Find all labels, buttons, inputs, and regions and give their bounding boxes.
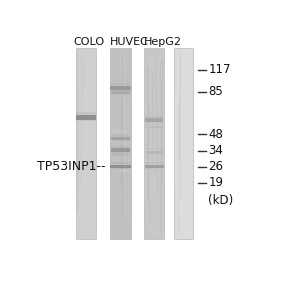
Bar xyxy=(146,126,163,128)
Bar xyxy=(112,155,129,156)
Bar xyxy=(145,167,164,169)
Bar xyxy=(145,162,164,164)
Bar xyxy=(111,148,130,152)
Bar xyxy=(111,146,130,148)
Bar xyxy=(111,139,130,141)
Text: 117: 117 xyxy=(208,64,231,76)
Bar xyxy=(111,130,130,134)
Text: 48: 48 xyxy=(208,128,223,141)
Bar xyxy=(111,89,130,91)
Bar xyxy=(113,169,128,170)
Bar xyxy=(145,116,163,118)
Bar xyxy=(147,169,162,170)
Bar xyxy=(112,152,129,153)
Text: HUVEC: HUVEC xyxy=(110,37,149,47)
Bar xyxy=(111,91,130,94)
Bar xyxy=(110,86,131,90)
Bar xyxy=(146,151,163,154)
Bar xyxy=(146,128,163,129)
Bar xyxy=(110,164,131,168)
Bar xyxy=(147,172,162,173)
Bar xyxy=(110,47,131,239)
Bar xyxy=(111,151,130,153)
Bar xyxy=(111,128,130,130)
Text: COLO: COLO xyxy=(73,37,105,47)
Bar xyxy=(145,121,163,124)
Bar xyxy=(110,89,131,91)
Text: 34: 34 xyxy=(208,144,223,157)
Bar xyxy=(76,118,96,121)
Text: (kD): (kD) xyxy=(208,194,233,206)
Text: HepG2: HepG2 xyxy=(144,37,182,47)
Bar xyxy=(111,137,130,140)
Bar xyxy=(76,47,96,239)
Bar xyxy=(145,118,163,122)
Bar xyxy=(147,170,162,172)
Bar xyxy=(111,93,130,95)
Bar xyxy=(174,47,193,239)
Bar xyxy=(146,153,163,154)
Bar xyxy=(111,133,130,134)
Bar xyxy=(110,167,131,170)
Text: TP53INP1--: TP53INP1-- xyxy=(37,160,106,173)
Bar xyxy=(113,170,128,172)
Bar xyxy=(110,83,131,85)
Bar xyxy=(110,162,131,164)
Bar xyxy=(76,112,96,115)
Bar xyxy=(145,165,164,168)
Bar xyxy=(111,134,130,136)
Text: 19: 19 xyxy=(208,176,223,189)
Bar xyxy=(146,148,163,150)
Text: 26: 26 xyxy=(208,160,223,173)
Bar xyxy=(76,116,96,120)
Bar xyxy=(146,124,163,125)
Text: 85: 85 xyxy=(208,85,223,98)
Bar xyxy=(112,153,129,156)
Bar xyxy=(144,47,164,239)
Bar xyxy=(113,172,128,173)
